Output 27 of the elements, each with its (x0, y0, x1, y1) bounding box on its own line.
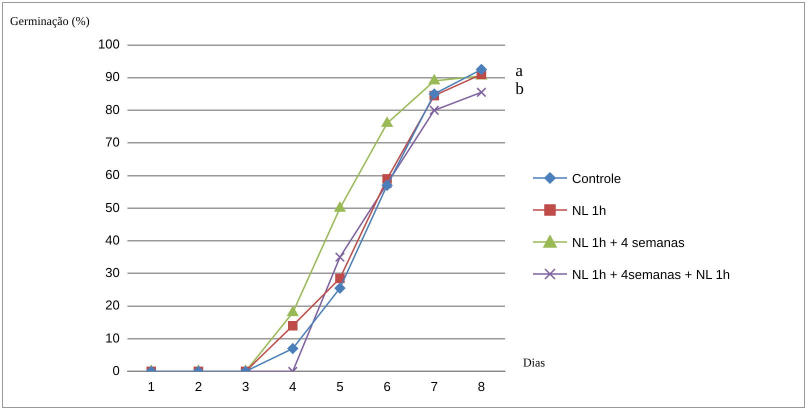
x-tick-label: 6 (383, 378, 391, 394)
legend-label: Controle (572, 170, 622, 186)
x-tick-label: 3 (242, 378, 250, 394)
x-tick-label: 4 (289, 378, 296, 394)
y-tick-label: 0 (112, 362, 120, 378)
y-tick-label: 20 (105, 298, 120, 313)
annotation: a (515, 60, 524, 80)
annotation: b (515, 78, 524, 98)
y-tick-label: 60 (105, 167, 120, 182)
y-tick-label: 80 (105, 102, 120, 117)
y-tick-label: 70 (105, 134, 120, 150)
x-tick-label: 1 (148, 378, 155, 394)
x-tick-label: 7 (430, 378, 438, 394)
y-axis-title: Germinação (%) (10, 14, 90, 28)
x-tick-label: 5 (336, 378, 344, 394)
y-tick-label: 90 (105, 69, 120, 84)
y-tick-label: 50 (105, 200, 120, 215)
y-tick-label: 40 (105, 232, 120, 248)
x-tick-label: 8 (478, 378, 486, 394)
legend-label: NL 1h + 4semanas + NL 1h (572, 266, 730, 282)
legend-label: NL 1h + 4 semanas (572, 234, 685, 250)
legend-label: NL 1h (572, 202, 606, 218)
y-tick-label: 30 (105, 265, 120, 280)
y-tick-label: 100 (98, 36, 120, 52)
x-axis-title: Dias (523, 356, 546, 370)
x-tick-label: 2 (194, 378, 202, 394)
y-tick-label: 10 (105, 330, 120, 346)
